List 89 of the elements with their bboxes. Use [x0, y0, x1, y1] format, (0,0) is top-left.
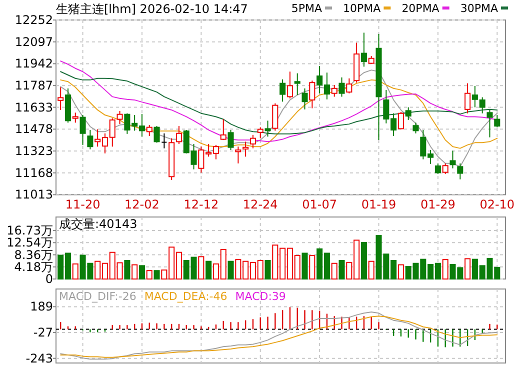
bar	[302, 252, 308, 280]
bar	[206, 260, 212, 280]
candlestick	[257, 126, 264, 139]
candlestick	[235, 146, 242, 164]
bar	[309, 255, 316, 280]
legend-label: 30PMA	[460, 2, 498, 15]
bar	[360, 242, 367, 280]
candlestick	[302, 88, 308, 110]
bar	[132, 264, 138, 280]
y-tick-label: 189	[30, 300, 53, 314]
y-tick-label: -243	[26, 351, 53, 365]
bar	[464, 258, 471, 280]
candlestick	[294, 72, 300, 96]
candlestick	[450, 150, 456, 169]
candlestick	[398, 111, 404, 130]
legend-label: 20PMA	[402, 2, 440, 15]
x-tick-label: 01-29	[420, 198, 456, 212]
bar	[331, 262, 338, 280]
x-tick-label: 12-12	[184, 198, 219, 212]
candlestick	[412, 122, 419, 134]
y-tick-label: 16.73万	[6, 224, 53, 238]
y-tick-label: 12.54万	[6, 236, 53, 250]
bar	[368, 260, 374, 280]
candlestick	[154, 126, 160, 144]
candlestick	[87, 129, 94, 150]
candlestick	[264, 120, 271, 138]
candlestick	[280, 78, 286, 102]
candlestick	[464, 82, 471, 114]
y-tick-label: 11013	[14, 188, 53, 202]
y-tick-label: 11478	[14, 122, 53, 136]
candlestick	[494, 114, 500, 128]
candlestick	[486, 109, 493, 138]
candlestick	[338, 76, 345, 98]
candlestick	[331, 84, 338, 98]
chart-title: 成交量:40143	[59, 217, 138, 231]
bar	[138, 265, 145, 280]
series-label: MACD:39	[235, 290, 286, 303]
bar	[72, 263, 78, 280]
candlestick	[360, 32, 367, 68]
y-tick-label: 8.36万	[14, 248, 53, 262]
legend-label: 5PMA	[291, 2, 322, 15]
y-tick-label: 12252	[14, 13, 53, 27]
x-tick-label: 01-07	[302, 198, 337, 212]
candlestick	[176, 126, 182, 144]
bar	[398, 264, 404, 280]
candlestick	[250, 134, 256, 149]
y-tick-label: 11787	[14, 78, 53, 93]
x-tick-label: 12-02	[124, 198, 160, 212]
candlestick	[242, 141, 249, 158]
y-tick-label: 11633	[14, 100, 53, 114]
y-tick-label: 11942	[14, 56, 53, 71]
line-series	[60, 71, 498, 134]
bar	[124, 260, 130, 280]
y-tick-label: -27	[33, 326, 53, 340]
candlestick	[405, 106, 412, 120]
y-tick-label: 11323	[14, 144, 53, 158]
text: MACD_DEA:-46	[144, 290, 228, 303]
candlestick	[434, 162, 441, 174]
chart-title: 生猪主连[lhm] 2026-02-10 14:47	[56, 2, 248, 16]
y-tick-label: 0	[45, 272, 53, 286]
candlestick	[286, 71, 293, 99]
y-tick-label: 11168	[14, 166, 53, 180]
bar	[442, 259, 448, 280]
candlestick	[442, 162, 448, 174]
candlestick	[309, 80, 316, 109]
candlestick	[272, 102, 278, 132]
candlestick	[220, 118, 226, 140]
y-tick-label: 12097	[14, 34, 53, 49]
candlestick	[58, 86, 64, 110]
bar	[264, 260, 271, 280]
bar	[338, 260, 345, 280]
bar	[198, 256, 204, 280]
text: MACD_DIF:-26	[59, 290, 136, 303]
candlestick	[346, 78, 352, 94]
x-tick-label: 12-24	[242, 198, 278, 212]
candlestick	[228, 129, 234, 151]
bar	[228, 260, 234, 280]
x-tick-label: 01-19	[361, 198, 396, 212]
x-tick-label: 02-10	[480, 198, 515, 212]
bar	[154, 270, 160, 280]
candlestick	[457, 162, 464, 180]
candlestick	[80, 114, 86, 146]
bar	[146, 270, 152, 280]
y-tick-label: 4.18万	[14, 260, 53, 274]
x-tick-label: 11-20	[65, 198, 100, 212]
candlestick	[72, 112, 78, 124]
candlestick	[146, 124, 152, 137]
candlestick	[161, 132, 168, 149]
legend-label: 10PMA	[343, 2, 382, 15]
